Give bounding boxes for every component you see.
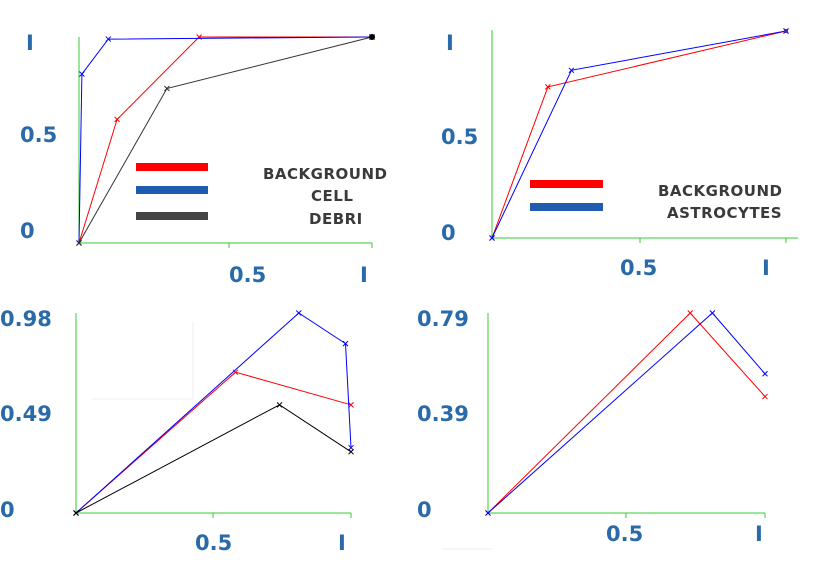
y-tick-label: 0 (417, 498, 432, 522)
data-point-marker (79, 71, 85, 77)
data-point-stroke (73, 510, 79, 516)
y-tick-label: 0.5 (20, 123, 57, 147)
data-point-marker (164, 85, 170, 92)
data-point-marker (687, 310, 694, 316)
series-line-1 (78, 36, 372, 244)
x-tick-label: 0.5 (606, 522, 643, 546)
legend-label: ASTROCYTES (667, 204, 782, 222)
data-point-stroke (232, 369, 239, 376)
data-point-marker (342, 340, 349, 347)
data-point-marker (76, 240, 82, 246)
data-point-stroke (545, 84, 551, 90)
data-point-stroke (709, 310, 716, 316)
data-point-stroke (276, 401, 283, 408)
series-line-1 (487, 312, 766, 514)
data-point-marker (105, 36, 112, 42)
data-point-marker (295, 310, 302, 316)
x-tick-label: I (762, 256, 770, 280)
data-point-stroke (114, 116, 120, 123)
data-point-marker (348, 444, 354, 451)
series-line-2 (78, 36, 373, 244)
y-tick-label: 0.79 (417, 307, 469, 331)
data-point-stroke (348, 401, 354, 408)
chart-panel-4: 0.5 I 0 0.39 0.79 (417, 307, 768, 546)
series-line-2 (75, 312, 352, 514)
legend: BACKGROUND ASTROCYTES (530, 180, 782, 222)
data-point-marker (73, 510, 79, 516)
x-tick-label: I (360, 263, 368, 287)
data-point-stroke (79, 71, 85, 77)
data-point-marker (762, 370, 768, 377)
series-line-3 (75, 404, 352, 514)
y-tick-label: I (446, 31, 454, 55)
y-tick-label: 0 (20, 219, 35, 243)
y-tick-label: 0.39 (417, 402, 469, 426)
legend-label: CELL (311, 187, 353, 205)
data-point-stroke (342, 340, 349, 347)
legend-label: BACKGROUND (263, 165, 387, 183)
y-tick-label: 0 (0, 498, 15, 522)
data-point-stroke (762, 393, 768, 400)
data-point-marker (348, 401, 354, 408)
chart-panel-3: 0.5 I 0 0.49 0.98 (0, 307, 354, 555)
y-tick-label: 0 (441, 221, 456, 245)
data-point-stroke (105, 36, 112, 42)
data-point-stroke (687, 310, 694, 316)
y-tick-label: I (26, 31, 34, 55)
x-tick-label: 0.5 (620, 256, 657, 280)
y-tick-label: 0.5 (441, 125, 478, 149)
series-line-1 (75, 371, 352, 514)
data-point-stroke (76, 240, 82, 246)
endpoint-dot (369, 34, 375, 40)
x-tick-label: I (755, 522, 763, 546)
data-point-marker (114, 116, 120, 123)
data-point-stroke (762, 370, 768, 377)
chart-panel-2: 0.5 I 0 0.5 I BACKGROUND ASTROCYTES (441, 28, 798, 280)
x-tick-label: 0.5 (195, 531, 232, 555)
y-tick-label: 0.98 (0, 307, 52, 331)
data-point-marker (348, 448, 354, 455)
y-tick-label: 0.49 (0, 402, 52, 426)
data-point-stroke (489, 235, 495, 241)
series-line-2 (487, 312, 766, 514)
data-point-stroke (485, 510, 491, 516)
data-point-stroke (348, 448, 354, 455)
data-point-stroke (164, 85, 170, 92)
legend-label: DEBRI (309, 210, 363, 228)
legend-label: BACKGROUND (658, 182, 782, 200)
data-point-marker (232, 369, 239, 376)
data-point-stroke (568, 67, 575, 74)
data-point-marker (762, 393, 768, 400)
data-point-marker (489, 235, 495, 241)
legend: BACKGROUND CELL DEBRI (136, 163, 387, 228)
data-point-marker (709, 310, 716, 316)
endpoint-dot (784, 29, 788, 33)
data-point-marker (276, 401, 283, 408)
x-tick-label: I (338, 531, 346, 555)
data-point-stroke (295, 310, 302, 316)
data-point-marker (545, 84, 551, 90)
data-point-marker (568, 67, 575, 74)
chart-panel-1: 0.5 I 0 0.5 I BACKGROUND CELL DEBRI (20, 31, 387, 287)
data-point-stroke (348, 444, 354, 451)
x-tick-label: 0.5 (229, 263, 266, 287)
data-point-marker (485, 510, 491, 516)
